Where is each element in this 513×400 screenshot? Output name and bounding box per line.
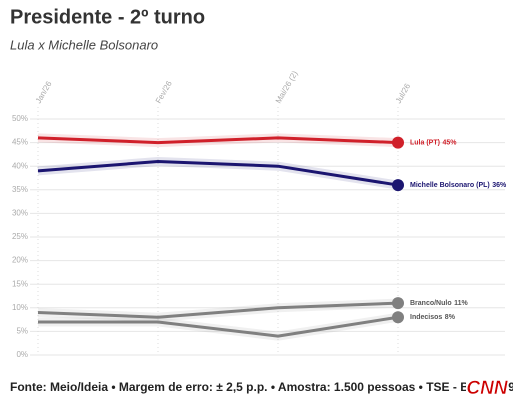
x-tick-label: Fev/26 <box>154 79 174 105</box>
y-tick-label: 15% <box>12 279 28 288</box>
end-dot <box>392 311 404 324</box>
source: Fonte: Meio/Ideia • Margem de erro: ± 2,… <box>10 380 513 394</box>
x-tick-label: Mai/26 (2) <box>274 69 300 105</box>
y-tick-label: 10% <box>12 303 28 312</box>
y-tick-label: 30% <box>12 209 28 218</box>
logo-bg <box>466 376 508 400</box>
y-tick-label: 50% <box>12 114 28 123</box>
end-dot <box>392 179 404 192</box>
end-label-value: 45% <box>442 139 457 146</box>
end-label-value: 36% <box>492 182 507 189</box>
end-label-name: Lula (PT) <box>410 139 440 146</box>
y-tick-label: 35% <box>12 185 28 194</box>
y-tick-label: 20% <box>12 256 28 265</box>
y-tick-label: 5% <box>16 327 28 336</box>
end-label-name: Michelle Bolsonaro (PL) <box>410 182 490 189</box>
end-label-value: 11% <box>454 300 468 307</box>
y-tick-label: 45% <box>12 138 28 147</box>
end-label-value: 8% <box>445 314 456 321</box>
chart-subtitle: Lula x Michelle Bolsonaro <box>10 37 158 52</box>
x-tick-label: Jul/26 <box>394 82 413 105</box>
end-label-name: Indecisos <box>410 314 442 321</box>
y-tick-label: 40% <box>12 161 28 170</box>
x-tick-label: Jan/26 <box>34 79 54 105</box>
y-tick-label: 0% <box>16 350 28 359</box>
y-tick-label: 25% <box>12 232 28 241</box>
line <box>37 159 399 187</box>
chart-title: Presidente - 2º turno <box>10 6 205 28</box>
end-dot <box>392 136 404 149</box>
end-label-name: Branco/Nulo <box>410 300 452 307</box>
logo: CNN <box>466 378 508 399</box>
line <box>38 315 399 338</box>
line <box>37 136 399 145</box>
end-dot <box>392 297 404 310</box>
plot: 0% 5% 10% 15% 20% 25% 30% 35% 40% 45% 50% Jan/26 Fev… <box>12 69 507 359</box>
line <box>37 301 399 319</box>
